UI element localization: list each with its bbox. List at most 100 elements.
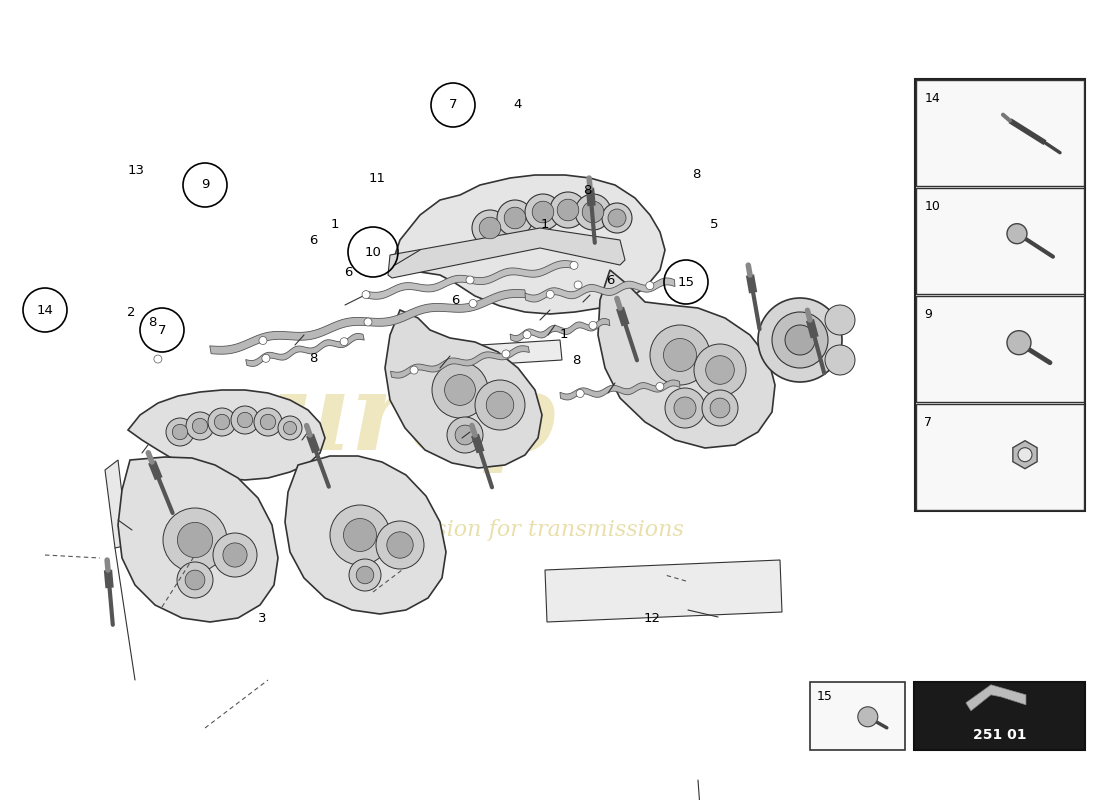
Polygon shape (388, 228, 625, 278)
Polygon shape (966, 685, 1026, 711)
Text: 8: 8 (572, 354, 580, 366)
Circle shape (694, 344, 746, 396)
Circle shape (154, 355, 162, 363)
Circle shape (166, 418, 194, 446)
Circle shape (340, 338, 348, 346)
Text: a passion for transmissions: a passion for transmissions (376, 519, 684, 541)
Circle shape (480, 218, 501, 238)
Circle shape (758, 298, 842, 382)
Circle shape (504, 207, 526, 229)
Circle shape (646, 282, 653, 290)
Circle shape (574, 281, 582, 289)
Circle shape (706, 356, 735, 384)
Text: 11: 11 (368, 171, 385, 185)
Circle shape (173, 424, 188, 440)
Circle shape (1006, 330, 1031, 354)
Polygon shape (285, 456, 446, 614)
Circle shape (502, 350, 510, 358)
Circle shape (547, 290, 554, 298)
Text: 4: 4 (514, 98, 522, 111)
Text: 14: 14 (36, 303, 54, 317)
Circle shape (223, 543, 248, 567)
Circle shape (387, 532, 414, 558)
FancyBboxPatch shape (916, 188, 1084, 294)
Text: europ: europ (204, 367, 557, 473)
Circle shape (582, 202, 604, 222)
Text: 13: 13 (128, 163, 144, 177)
Circle shape (343, 518, 376, 551)
Text: 14: 14 (924, 92, 940, 105)
Text: 6: 6 (451, 294, 459, 306)
Circle shape (825, 305, 855, 335)
Circle shape (702, 390, 738, 426)
Circle shape (588, 322, 597, 330)
Polygon shape (104, 460, 128, 548)
Circle shape (550, 192, 586, 228)
Circle shape (238, 412, 253, 428)
Circle shape (472, 210, 508, 246)
Circle shape (262, 354, 270, 362)
Polygon shape (544, 560, 782, 622)
Text: 7: 7 (157, 323, 166, 337)
Text: 5: 5 (710, 218, 718, 231)
Polygon shape (128, 390, 324, 480)
Text: 3: 3 (257, 611, 266, 625)
Circle shape (469, 299, 477, 307)
Circle shape (177, 562, 213, 598)
Circle shape (349, 559, 381, 591)
Text: 6: 6 (344, 266, 352, 278)
Circle shape (785, 325, 815, 355)
Circle shape (362, 290, 370, 298)
Circle shape (284, 422, 297, 434)
Circle shape (666, 388, 705, 428)
Circle shape (532, 202, 553, 222)
Text: 1: 1 (541, 218, 549, 231)
Circle shape (858, 707, 878, 726)
Circle shape (213, 533, 257, 577)
Circle shape (177, 522, 212, 558)
Circle shape (364, 318, 372, 326)
FancyBboxPatch shape (810, 682, 905, 750)
Circle shape (772, 312, 828, 368)
Circle shape (1018, 448, 1032, 462)
Text: 8: 8 (309, 351, 317, 365)
Text: 2: 2 (126, 306, 135, 318)
Circle shape (825, 345, 855, 375)
Circle shape (663, 338, 696, 371)
Text: 251 01: 251 01 (972, 729, 1026, 742)
FancyBboxPatch shape (916, 80, 1084, 186)
Text: 10: 10 (364, 246, 382, 258)
Circle shape (330, 505, 390, 565)
Circle shape (447, 417, 483, 453)
Polygon shape (390, 175, 666, 314)
Text: 6: 6 (309, 234, 317, 246)
Polygon shape (560, 380, 680, 400)
Text: 8: 8 (583, 183, 591, 197)
Circle shape (444, 374, 475, 406)
Circle shape (711, 398, 730, 418)
Circle shape (278, 416, 303, 440)
Circle shape (254, 408, 282, 436)
Text: 9: 9 (924, 308, 932, 321)
Circle shape (214, 414, 230, 430)
Circle shape (656, 382, 663, 390)
Text: 7: 7 (924, 416, 933, 429)
Circle shape (674, 397, 696, 419)
Polygon shape (385, 310, 542, 468)
Text: 1: 1 (560, 329, 569, 342)
FancyBboxPatch shape (916, 404, 1084, 510)
Text: 8: 8 (147, 315, 156, 329)
Text: 12: 12 (644, 611, 660, 625)
Circle shape (602, 203, 632, 233)
Circle shape (522, 330, 531, 338)
Circle shape (466, 276, 474, 284)
Text: 10: 10 (924, 200, 940, 213)
Circle shape (558, 199, 579, 221)
Circle shape (497, 200, 534, 236)
Circle shape (432, 362, 488, 418)
Polygon shape (390, 346, 529, 378)
Circle shape (185, 570, 205, 590)
Circle shape (1006, 224, 1027, 244)
Polygon shape (1013, 441, 1037, 469)
Circle shape (356, 566, 374, 584)
